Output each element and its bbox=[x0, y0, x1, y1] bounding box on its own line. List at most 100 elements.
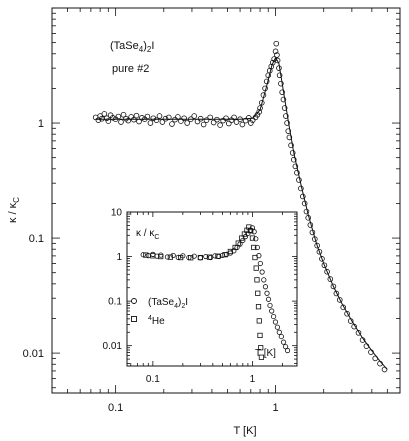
inset-data-point-circle bbox=[278, 333, 284, 340]
main-data-point-circle bbox=[110, 115, 116, 121]
inset-data-point-square bbox=[257, 332, 263, 339]
inset-data-point-circle bbox=[208, 254, 214, 261]
inset-data-point-square bbox=[232, 244, 238, 251]
main-data-point-circle bbox=[147, 120, 154, 126]
main-data-point-circle bbox=[225, 120, 232, 127]
main-data-point-circle bbox=[269, 59, 276, 66]
inset-data-point-square bbox=[222, 252, 228, 258]
inset-y-tick-label: 0.1 bbox=[108, 297, 122, 308]
inset-data-point-square bbox=[255, 290, 261, 296]
main-data-point-circle bbox=[103, 115, 110, 122]
inset-data-point-circle bbox=[270, 313, 277, 320]
main-data-point-circle bbox=[153, 117, 160, 123]
main-data-point-circle bbox=[289, 150, 296, 156]
inset-data-point-circle bbox=[164, 254, 171, 260]
inset-data-point-circle bbox=[262, 284, 269, 290]
main-data-point-circle bbox=[256, 109, 262, 115]
inset-y-tick-label: 1 bbox=[116, 252, 122, 263]
inset-x-tick-label: 1 bbox=[250, 374, 256, 385]
main-data-point-circle bbox=[150, 115, 157, 122]
main-data-point-circle bbox=[319, 256, 325, 262]
inset-y-tick-label: 10 bbox=[111, 208, 123, 219]
inset-data-point-square bbox=[167, 254, 173, 260]
main-y-axis-label: κ / κC bbox=[7, 197, 21, 223]
inset-data-point-circle bbox=[237, 241, 243, 247]
inset-data-point-square bbox=[215, 253, 221, 259]
inset-data-point-circle bbox=[264, 290, 270, 296]
main-data-point-circle bbox=[120, 111, 127, 118]
main-data-point-circle bbox=[280, 96, 287, 103]
main-data-point-circle bbox=[231, 114, 237, 121]
inset-data-point-circle bbox=[261, 277, 267, 283]
main-data-point-circle bbox=[278, 80, 284, 87]
inset-data-point-circle bbox=[253, 236, 259, 242]
main-data-point-circle bbox=[247, 120, 254, 126]
main-data-point-circle bbox=[223, 115, 229, 122]
main-data-point-circle bbox=[276, 72, 283, 79]
main-data-point-circle bbox=[210, 119, 217, 126]
main-data-point-circle bbox=[327, 276, 334, 282]
inset-data-point-square bbox=[251, 244, 257, 251]
main-data-point-circle bbox=[273, 40, 280, 47]
main-data-point-circle bbox=[178, 118, 184, 124]
inset-data-point-circle bbox=[254, 244, 260, 251]
inset-data-point-square bbox=[255, 304, 262, 310]
main-data-point-circle bbox=[281, 105, 288, 111]
legend-label-compound: (TaSe4)2I bbox=[148, 297, 188, 310]
main-data-point-circle bbox=[314, 242, 320, 249]
main-data-point-circle bbox=[263, 78, 270, 85]
main-data-point-circle bbox=[283, 113, 289, 119]
inset-data-point-circle bbox=[265, 296, 272, 302]
inset-x-axis-label: T [K] bbox=[255, 348, 276, 359]
inset-data-point-circle bbox=[272, 319, 279, 325]
main-y-tick-label: 0.1 bbox=[29, 233, 44, 245]
main-data-point-circle bbox=[292, 163, 299, 170]
main-data-point-circle bbox=[294, 169, 300, 176]
main-data-point-circle bbox=[330, 283, 337, 290]
inset-x-tick-label: 0.1 bbox=[146, 374, 160, 385]
inset-data-point-circle bbox=[191, 253, 197, 259]
main-data-point-circle bbox=[333, 290, 340, 297]
inset-data-point-square bbox=[206, 254, 213, 260]
inset-data-point-square bbox=[143, 252, 149, 258]
inset-data-point-circle bbox=[274, 324, 281, 330]
inset-data-point-square bbox=[197, 254, 203, 261]
inset-data-point-circle bbox=[284, 347, 291, 354]
main-data-point-circle bbox=[105, 118, 112, 124]
inset-data-point-circle bbox=[267, 302, 273, 309]
inset-data-point-square bbox=[235, 240, 241, 246]
inset-data-point-square bbox=[252, 254, 258, 261]
inset-data-point-square bbox=[254, 277, 260, 283]
inset-y-tick-label: 0.01 bbox=[103, 341, 123, 352]
main-data-point-circle bbox=[207, 114, 213, 121]
main-data-point-circle bbox=[239, 121, 246, 128]
inset-data-point-square bbox=[253, 265, 259, 271]
inset-y-axis-label: κ / κC bbox=[136, 228, 159, 241]
main-data-point-circle bbox=[279, 89, 285, 96]
main-data-point-circle bbox=[316, 248, 323, 255]
main-data-point-circle bbox=[242, 117, 249, 124]
inset-data-point-circle bbox=[257, 260, 263, 267]
inset-data-point-circle bbox=[276, 329, 282, 335]
inset-data-point-circle bbox=[203, 253, 209, 260]
main-x-tick-label: 0.1 bbox=[108, 402, 123, 414]
main-data-point-circle bbox=[288, 142, 294, 149]
main-data-point-circle bbox=[166, 114, 172, 121]
inset-data-point-circle bbox=[251, 229, 257, 235]
main-data-point-circle bbox=[125, 117, 132, 124]
inset-data-point-square bbox=[256, 318, 262, 324]
inset-frame bbox=[126, 211, 298, 367]
main-data-point-circle bbox=[286, 134, 293, 141]
main-y-tick-label: 0.01 bbox=[23, 348, 44, 360]
main-data-point-circle bbox=[184, 120, 190, 126]
inset-data-point-square bbox=[248, 228, 254, 234]
main-data-point-circle bbox=[285, 128, 292, 134]
main-data-point-circle bbox=[217, 122, 223, 128]
inset-plot: 0.1 1 0.01 0.1 1 10 bbox=[103, 208, 298, 385]
inset-data-point-circle bbox=[170, 252, 176, 259]
legend-marker-square bbox=[131, 316, 137, 322]
main-data-point-circle bbox=[272, 48, 279, 55]
main-data-point-circle bbox=[344, 310, 350, 317]
main-data-point-circle bbox=[133, 112, 140, 119]
